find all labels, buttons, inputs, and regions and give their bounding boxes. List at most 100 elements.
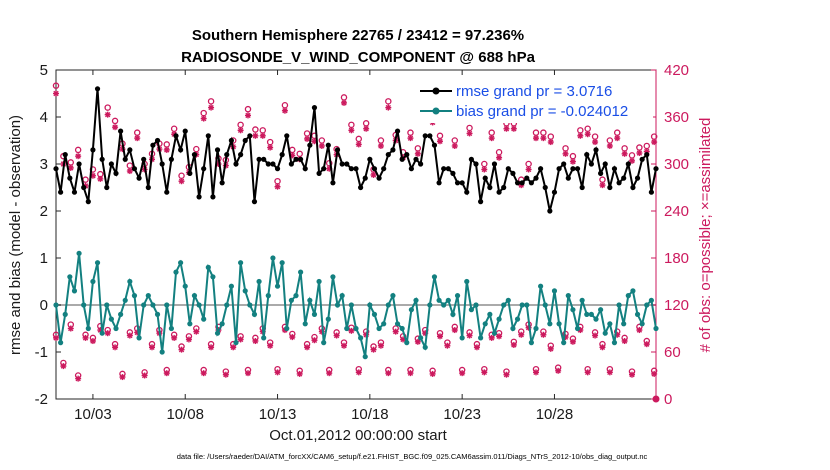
- obs-assimilated-marker: [488, 334, 495, 341]
- obs-assimilated-marker: [466, 130, 473, 137]
- y-left-tick-label: 5: [40, 62, 48, 79]
- y-axis-right-label: # of obs: o=possible; ×=assimilated: [697, 118, 714, 353]
- y-right-tick-label: 60: [664, 344, 681, 361]
- obs-assimilated-marker: [606, 142, 613, 149]
- bias-point: [145, 293, 151, 299]
- rmse-point: [316, 170, 322, 176]
- rmse-point: [616, 180, 622, 186]
- rmse-point: [261, 156, 267, 162]
- bias-point: [547, 321, 553, 327]
- rmse-point: [496, 189, 502, 195]
- bias-point: [228, 283, 234, 289]
- obs-assimilated-marker: [621, 338, 628, 345]
- rmse-point: [113, 170, 119, 176]
- rmse-point: [187, 170, 193, 176]
- bias-point: [390, 293, 396, 299]
- obs-assimilated-marker: [304, 344, 311, 351]
- obs-assimilated-marker: [267, 144, 274, 151]
- obs-assimilated-marker: [230, 344, 237, 351]
- bias-point: [588, 311, 594, 317]
- rmse-point: [358, 184, 364, 191]
- rmse-point: [621, 175, 627, 181]
- bias-point: [473, 302, 479, 308]
- footnote: data file: /Users/raeder/DAI/ATM_forcXX/…: [177, 452, 648, 461]
- rmse-point: [487, 184, 493, 191]
- obs-assimilated-marker: [606, 369, 613, 376]
- rmse-point: [334, 147, 341, 153]
- obs-assimilated-marker: [245, 370, 251, 377]
- bias-point: [127, 278, 133, 285]
- obs-assimilated-marker: [208, 344, 215, 351]
- obs-assimilated-marker: [53, 90, 59, 97]
- obs-assimilated-marker: [584, 131, 591, 138]
- obs-assimilated-marker: [355, 141, 362, 148]
- bias-point: [542, 302, 548, 308]
- obs-assimilated-marker: [104, 111, 111, 118]
- bias-point: [205, 264, 211, 270]
- rmse-point: [422, 133, 428, 139]
- rmse-point: [348, 166, 354, 172]
- rmse-point: [390, 147, 396, 153]
- legend-box: [413, 79, 653, 123]
- rmse-point: [270, 161, 276, 167]
- bias-point: [131, 293, 138, 299]
- rmse-point: [108, 161, 114, 167]
- bias-point: [524, 302, 530, 308]
- obs-assimilated-marker: [119, 374, 126, 381]
- rmse-point: [247, 133, 253, 139]
- rmse-point: [491, 161, 498, 167]
- y-left-tick-label: 2: [40, 203, 48, 220]
- y-left-tick-label: 4: [40, 109, 48, 126]
- rmse-point: [99, 156, 105, 162]
- bias-point: [159, 349, 165, 355]
- rmse-point: [648, 189, 654, 195]
- obs-assimilated-marker: [67, 325, 74, 332]
- rmse-point: [127, 147, 133, 153]
- bias-point: [385, 302, 391, 308]
- rmse-point: [81, 184, 87, 191]
- x-axis-label: Oct.01,2012 00:00:00 start: [269, 427, 447, 444]
- obs-assimilated-marker: [259, 132, 266, 139]
- bias-point: [362, 354, 368, 360]
- bias-point: [598, 307, 604, 313]
- obs-assimilated-marker: [503, 125, 510, 132]
- rmse-point: [224, 152, 230, 158]
- bias-point: [214, 330, 221, 336]
- rmse-point: [542, 184, 548, 191]
- rmse-point: [436, 180, 442, 186]
- obs-assimilated-marker: [592, 139, 599, 146]
- y-right-tick-label: 300: [664, 156, 689, 173]
- y-right-tick-label: 240: [664, 203, 689, 220]
- bias-point: [505, 297, 511, 303]
- bias-point: [630, 288, 636, 294]
- obs-assimilated-marker: [53, 334, 59, 341]
- obs-assimilated-marker: [245, 112, 251, 119]
- rmse-point: [90, 147, 96, 153]
- rmse-point: [154, 137, 161, 144]
- legend-rmse-label: rmse grand pr = 3.0716: [456, 83, 612, 100]
- rmse-point: [321, 166, 327, 172]
- bias-point: [404, 340, 410, 346]
- rmse-point: [454, 180, 461, 186]
- obs-assimilated-marker: [134, 135, 141, 142]
- obs-assimilated-marker: [126, 332, 133, 339]
- rmse-point: [118, 128, 124, 134]
- rmse-point: [196, 194, 202, 200]
- rmse-point: [533, 175, 539, 181]
- rmse-point: [122, 156, 128, 162]
- obs-assimilated-marker: [208, 104, 215, 111]
- rmse-point: [561, 161, 567, 167]
- bias-point: [510, 325, 516, 332]
- rmse-point: [219, 180, 225, 186]
- obs-assimilated-marker: [82, 334, 89, 341]
- bias-point: [593, 316, 599, 322]
- obs-assimilated-marker: [451, 142, 458, 149]
- rmse-point: [256, 156, 262, 162]
- obs-assimilated-marker: [104, 330, 111, 337]
- obs-assimilated-marker: [577, 132, 584, 139]
- y-right-tick-label: 360: [664, 109, 689, 126]
- obs-assimilated-marker: [75, 375, 82, 382]
- rmse-point: [630, 184, 636, 191]
- bias-point: [607, 321, 613, 327]
- obs-assimilated-marker: [392, 328, 399, 335]
